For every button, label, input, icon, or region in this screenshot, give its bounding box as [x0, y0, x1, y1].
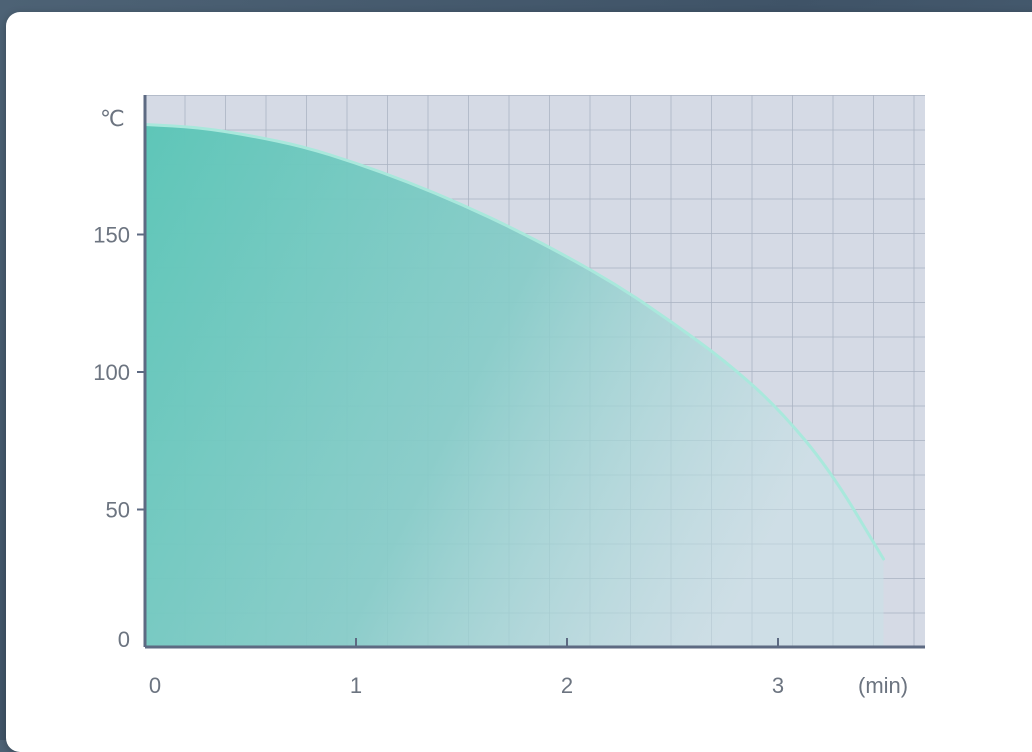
y-tick-label: 50 [106, 498, 130, 523]
temperature-curve-edge [143, 123, 885, 561]
y-tick-label: 150 [93, 223, 130, 248]
temperature-area [145, 124, 884, 647]
x-tick-label: 2 [561, 673, 573, 698]
x-tick-label: 3 [772, 673, 784, 698]
x-axis-unit-label: (min) [858, 673, 908, 698]
y-axis-unit-label: ℃ [100, 106, 125, 131]
y-tick-label: 0 [118, 627, 130, 652]
axis-ticks: 0 1 2 3 0 50 100 150 [93, 223, 784, 699]
x-tick-label: 0 [149, 673, 161, 698]
y-tick-label: 100 [93, 360, 130, 385]
x-tick-label: 1 [350, 673, 362, 698]
